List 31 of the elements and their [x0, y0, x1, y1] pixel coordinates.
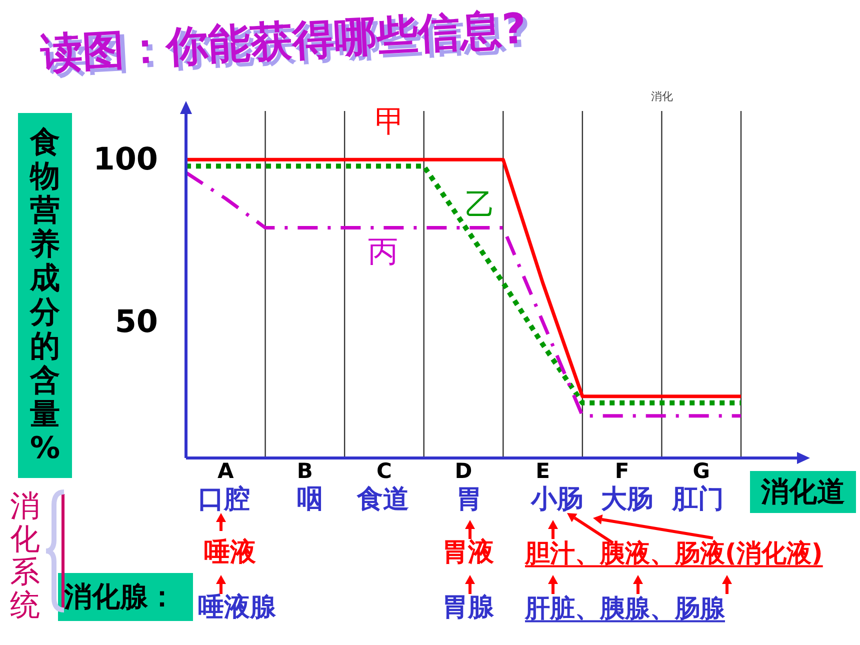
- text: 唾液腺: [198, 592, 276, 623]
- text: 胃: [456, 484, 482, 515]
- x-axis-title: 消化道: [750, 471, 856, 513]
- chart-title: 读图：你能获得哪些信息?: [39, 2, 528, 80]
- text: 消化腺：: [58, 573, 193, 621]
- y-tick-label: 50: [114, 304, 158, 340]
- series-label: 乙: [465, 188, 495, 222]
- series-label: 丙: [368, 234, 398, 270]
- x-tick-label: D: [454, 459, 472, 483]
- text: 小肠: [531, 484, 583, 515]
- x-tick-label: A: [218, 459, 235, 483]
- text: 胃腺: [442, 592, 494, 623]
- text: 消化系统: [10, 489, 40, 623]
- x-tick-label: C: [376, 459, 392, 483]
- y-tick-label: 100: [93, 142, 158, 178]
- text: 肛门: [672, 484, 724, 515]
- text: 唾液: [204, 538, 256, 568]
- text: 咽: [297, 484, 323, 515]
- text: 消化: [651, 90, 673, 104]
- x-tick-label: F: [614, 459, 630, 483]
- text: 大肠: [601, 484, 653, 515]
- series-label: 甲: [375, 104, 405, 140]
- text: 胃液: [442, 538, 494, 568]
- text: 食物营养成分的含量%: [30, 124, 60, 466]
- text: 口腔: [198, 484, 250, 515]
- x-tick-label: G: [692, 459, 710, 483]
- x-tick-label: B: [296, 459, 313, 483]
- text: 胆汁、胰液、肠液(消化液): [525, 538, 823, 568]
- text: 食道: [357, 484, 409, 515]
- x-tick-label: E: [536, 459, 550, 483]
- text: 肝脏、胰腺、肠腺: [525, 593, 725, 622]
